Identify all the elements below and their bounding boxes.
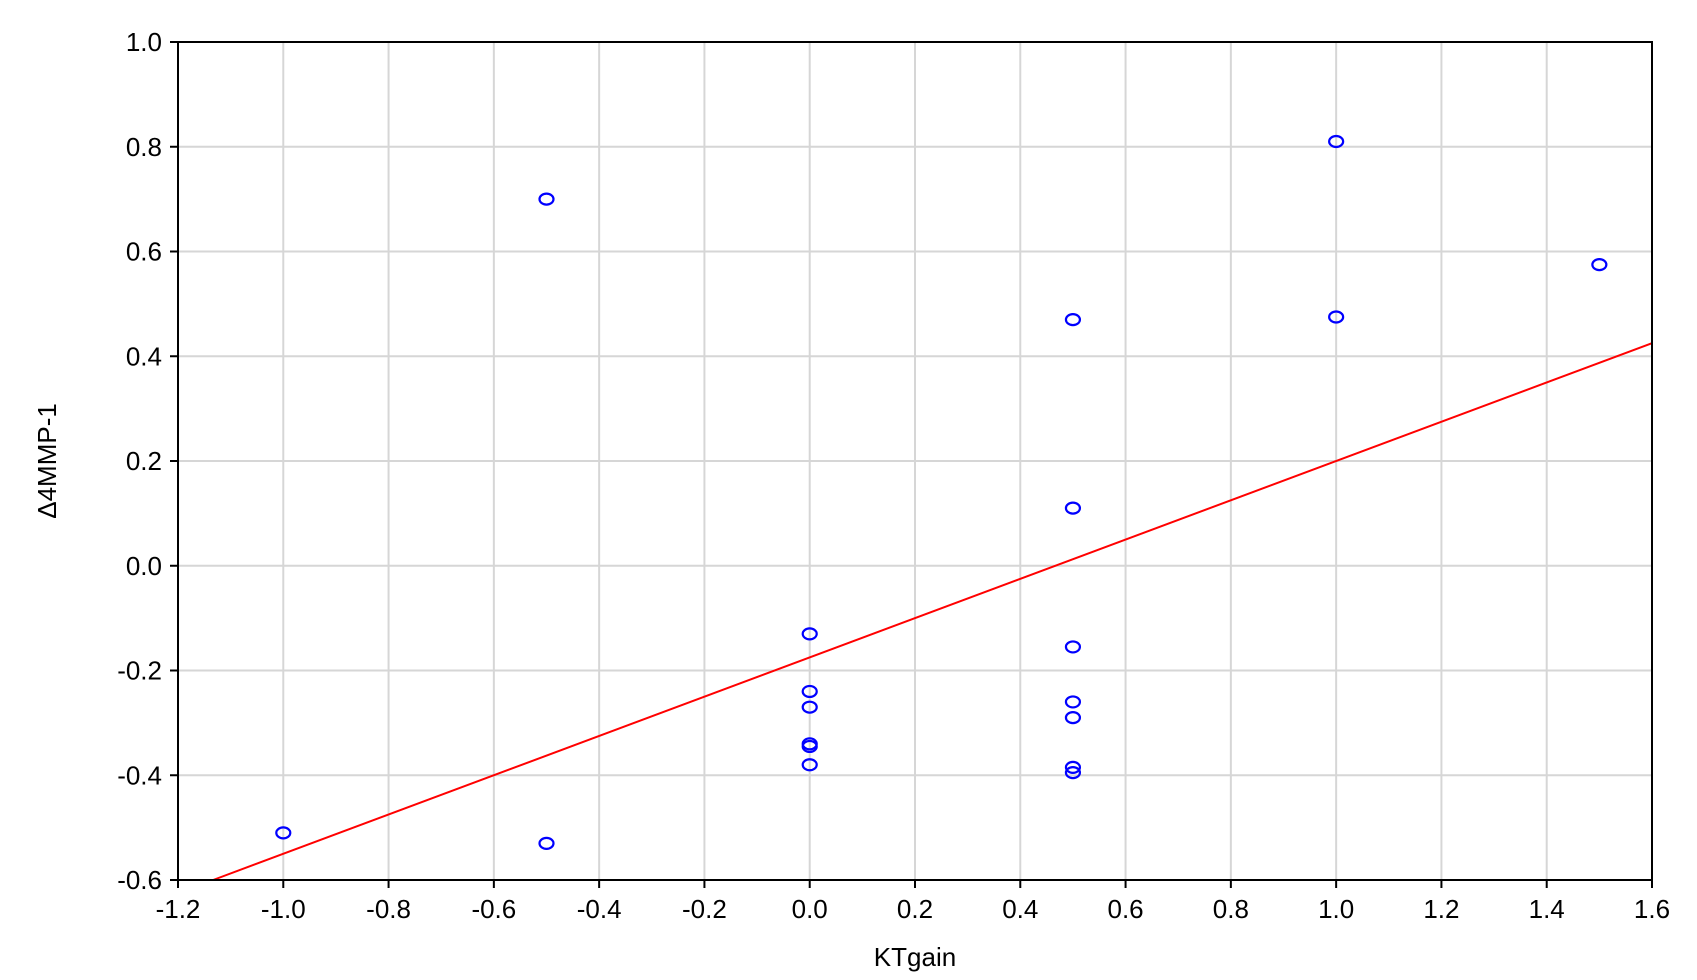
data-point (801, 700, 818, 714)
data-point (275, 826, 292, 840)
x-tick-labels: -1.2 -1.0 -0.8 -0.6 -0.4 -0.2 0.0 0.2 0.4 0.6 0.8 1… (156, 880, 1670, 924)
x-tick-label: 1.0 (1318, 894, 1354, 924)
data-point (1591, 257, 1608, 272)
data-point (1328, 134, 1345, 149)
x-tick-label: 0.6 (1107, 894, 1143, 924)
data-point (1064, 711, 1082, 725)
grid-lines (178, 42, 1652, 880)
data-point (1064, 695, 1082, 709)
data-point (801, 627, 818, 641)
x-tick-label: 1.2 (1423, 894, 1459, 924)
x-tick-label: 0.0 (792, 894, 828, 924)
y-tick-label: 0.0 (126, 551, 162, 581)
x-tick-label: -1.0 (261, 894, 306, 924)
data-point (801, 684, 818, 699)
x-tick-label: -0.8 (366, 894, 411, 924)
data-point (1064, 312, 1082, 327)
data-point (538, 836, 555, 850)
data-point (1064, 766, 1082, 780)
x-tick-label: 1.6 (1634, 894, 1670, 924)
data-point (1064, 760, 1082, 774)
data-points (275, 134, 1608, 850)
y-tick-label: -0.4 (117, 760, 162, 790)
x-tick-label: 1.4 (1529, 894, 1565, 924)
regression-layer (212, 342, 1653, 881)
x-tick-label: -0.2 (682, 894, 727, 924)
x-tick-label: 0.2 (897, 894, 933, 924)
y-tick-label: 0.6 (126, 237, 162, 267)
y-tick-labels: 1.0 0.8 0.6 0.4 0.2 0.0 -0.2 -0.4 -0.6 (117, 27, 178, 895)
data-point (801, 739, 818, 754)
y-tick-label: -0.2 (117, 656, 162, 686)
x-tick-label: -1.2 (156, 894, 201, 924)
data-point (1328, 310, 1345, 324)
y-tick-label: 0.2 (126, 446, 162, 476)
data-point (801, 758, 818, 772)
x-tick-label: 0.4 (1002, 894, 1038, 924)
data-point (1064, 640, 1082, 654)
y-tick-label: -0.6 (117, 865, 162, 895)
x-tick-label: 0.8 (1213, 894, 1249, 924)
y-tick-label: 0.4 (126, 341, 162, 371)
data-point (538, 192, 555, 206)
y-axis-title: Δ4MMP-1 (32, 403, 62, 519)
y-tick-label: 0.8 (126, 132, 162, 162)
x-tick-label: -0.4 (577, 894, 622, 924)
x-axis-title: KTgain (874, 942, 956, 972)
regression-line (212, 342, 1653, 881)
x-tick-label: -0.6 (471, 894, 516, 924)
data-point (1064, 501, 1082, 515)
y-tick-label: 1.0 (126, 27, 162, 57)
